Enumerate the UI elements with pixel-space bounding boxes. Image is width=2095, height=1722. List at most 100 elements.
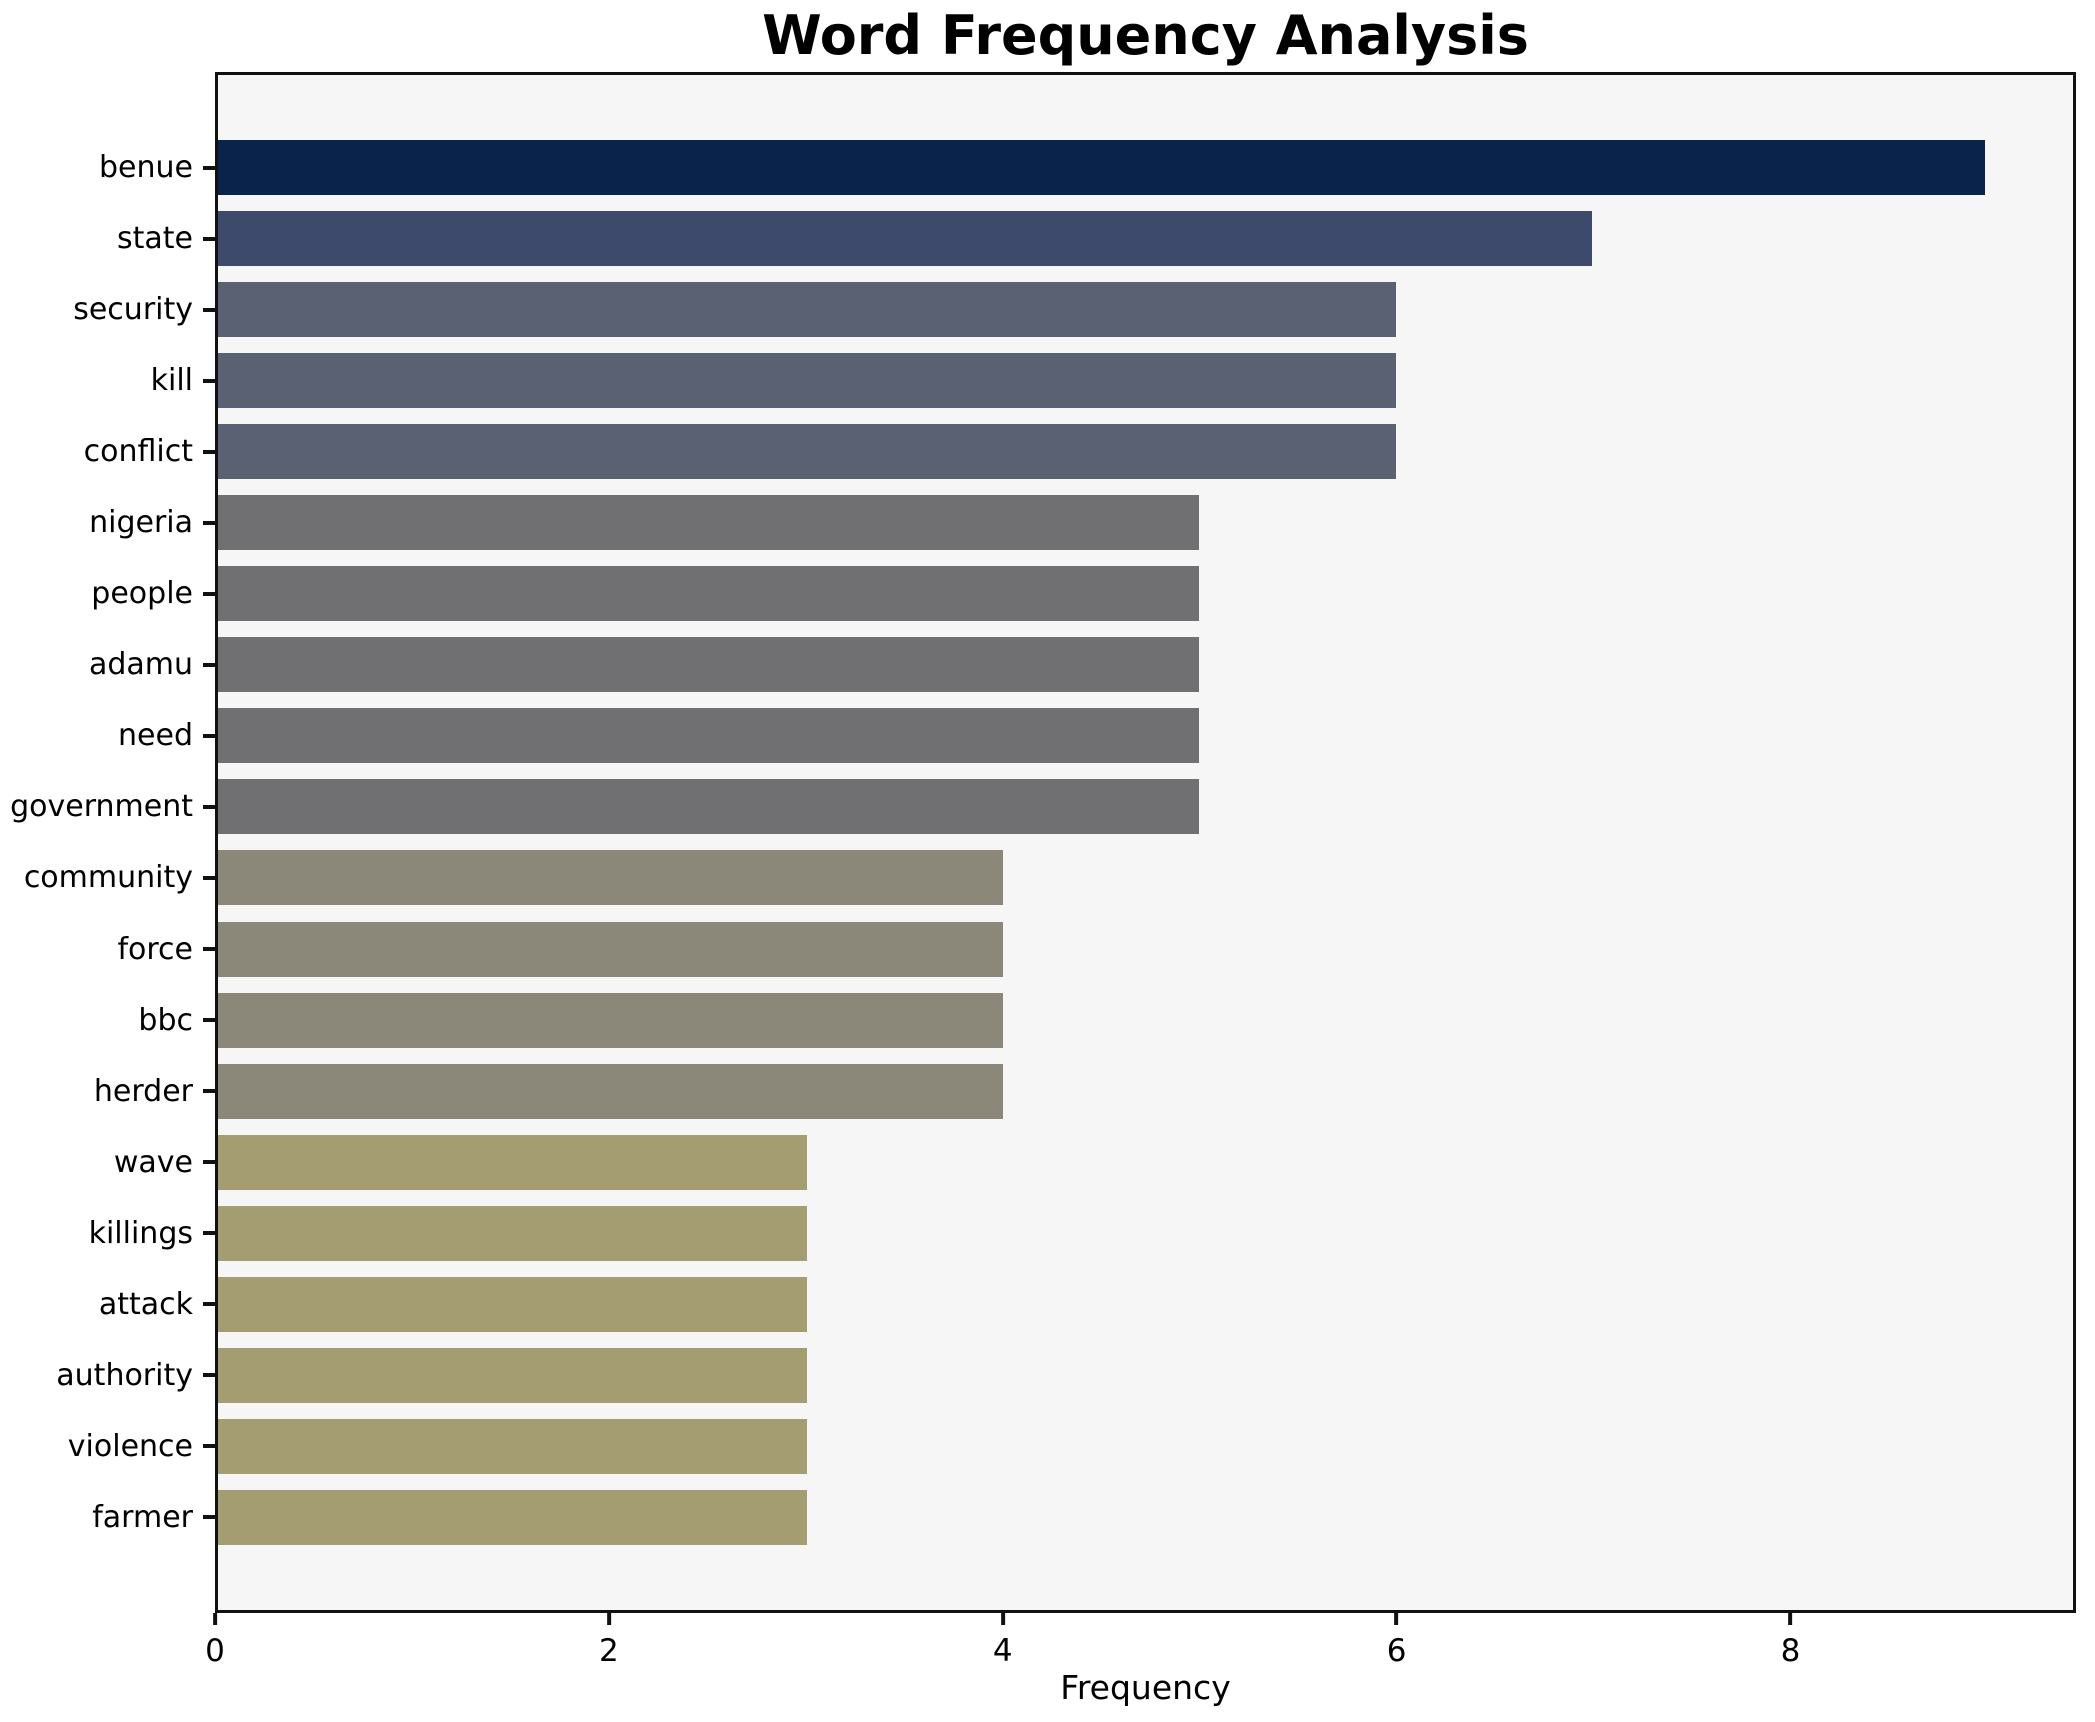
y-label-conflict: conflict	[83, 434, 193, 470]
y-label-farmer: farmer	[92, 1499, 193, 1535]
bar-conflict	[218, 424, 1396, 480]
y-label-herder: herder	[93, 1073, 193, 1109]
bar-people	[218, 566, 1200, 622]
y-label-state: state	[117, 221, 193, 257]
y-tick-mark	[203, 165, 215, 170]
x-tick-mark	[212, 1613, 217, 1625]
y-tick-mark	[203, 804, 215, 809]
bar-security	[218, 282, 1396, 338]
y-label-row: conflict	[0, 424, 215, 479]
y-label-government: government	[10, 789, 193, 825]
bar-nigeria	[218, 495, 1200, 551]
y-label-killings: killings	[88, 1215, 193, 1251]
y-label-force: force	[117, 931, 193, 967]
y-label-violence: violence	[67, 1428, 193, 1464]
plot-area	[215, 72, 2076, 1613]
bar-force	[218, 921, 1004, 977]
bar-benue	[218, 140, 1985, 195]
y-tick-mark	[203, 307, 215, 312]
y-label-security: security	[73, 292, 193, 328]
x-axis-title: Frequency	[1060, 1668, 1231, 1707]
y-tick-mark	[203, 662, 215, 667]
bar-adamu	[218, 637, 1200, 693]
y-tick-mark	[203, 875, 215, 880]
y-label-benue: benue	[99, 150, 193, 185]
bar-state	[218, 211, 1593, 267]
x-tick-0: 0	[205, 1613, 225, 1669]
y-label-row: benue	[0, 140, 215, 195]
y-label-row: bbc	[0, 993, 215, 1048]
bar-bbc	[218, 992, 1004, 1048]
x-tick-label: 6	[1386, 1633, 1407, 1669]
y-label-row: government	[0, 779, 215, 834]
x-tick-6: 6	[1386, 1613, 1407, 1669]
x-tick-4: 4	[993, 1613, 1013, 1669]
y-tick-mark	[203, 1231, 215, 1236]
y-tick-mark	[203, 1302, 215, 1307]
bar-attack	[218, 1276, 807, 1332]
y-label-row: security	[0, 282, 215, 337]
bar-government	[218, 779, 1200, 835]
y-label-community: community	[23, 860, 193, 896]
y-label-row: wave	[0, 1135, 215, 1190]
y-label-row: people	[0, 566, 215, 621]
y-tick-mark	[203, 1444, 215, 1449]
y-label-row: farmer	[0, 1490, 215, 1545]
x-tick-8: 8	[1780, 1613, 1801, 1669]
y-tick-mark	[203, 733, 215, 738]
y-label-row: violence	[0, 1419, 215, 1474]
y-tick-mark	[203, 1515, 215, 1520]
y-label-row: state	[0, 211, 215, 266]
y-label-row: killings	[0, 1206, 215, 1261]
x-axis-ticks: 0 2 4 6 8	[205, 1613, 2076, 1683]
bar-farmer	[218, 1489, 807, 1545]
x-tick-label: 8	[1780, 1633, 1801, 1669]
bar-herder	[218, 1063, 1004, 1119]
x-tick-label: 0	[205, 1633, 225, 1669]
y-label-need: need	[118, 718, 193, 754]
y-label-people: people	[91, 576, 193, 612]
y-label-row: community	[0, 850, 215, 905]
y-label-attack: attack	[98, 1286, 193, 1322]
bar-kill	[218, 353, 1396, 409]
y-label-row: kill	[0, 353, 215, 408]
y-label-wave: wave	[113, 1144, 193, 1180]
y-tick-mark	[203, 1373, 215, 1378]
chart-title: Word Frequency Analysis	[762, 4, 1529, 67]
y-label-authority: authority	[56, 1357, 193, 1393]
bar-wave	[218, 1134, 807, 1190]
y-tick-mark	[203, 449, 215, 454]
y-label-row: need	[0, 708, 215, 763]
y-tick-mark	[203, 520, 215, 525]
y-label-kill: kill	[150, 363, 193, 399]
y-label-row: authority	[0, 1348, 215, 1403]
y-label-row: force	[0, 922, 215, 977]
x-tick-mark	[1000, 1613, 1005, 1625]
x-tick-mark	[606, 1613, 611, 1625]
y-tick-mark	[203, 236, 215, 241]
x-tick-mark	[1394, 1613, 1399, 1625]
y-label-row: attack	[0, 1277, 215, 1332]
x-tick-mark	[1788, 1613, 1793, 1625]
bar-community	[218, 850, 1004, 906]
y-label-nigeria: nigeria	[89, 505, 193, 541]
bar-violence	[218, 1418, 807, 1474]
y-tick-mark	[203, 378, 215, 383]
y-axis-labels: benue state security kill conflict nigeria peo…	[0, 72, 215, 1613]
y-label-row: nigeria	[0, 495, 215, 550]
y-label-bbc: bbc	[138, 1002, 193, 1038]
y-label-adamu: adamu	[88, 647, 193, 683]
y-tick-mark	[203, 1018, 215, 1023]
bar-killings	[218, 1205, 807, 1261]
y-tick-mark	[203, 1160, 215, 1165]
bar-authority	[218, 1347, 807, 1403]
y-tick-mark	[203, 1089, 215, 1094]
x-tick-2: 2	[599, 1613, 619, 1669]
x-tick-label: 2	[598, 1633, 619, 1669]
x-tick-label: 4	[992, 1633, 1013, 1669]
bars-container	[218, 75, 2073, 1610]
bar-need	[218, 708, 1200, 764]
y-label-row: herder	[0, 1064, 215, 1119]
y-tick-mark	[203, 947, 215, 952]
